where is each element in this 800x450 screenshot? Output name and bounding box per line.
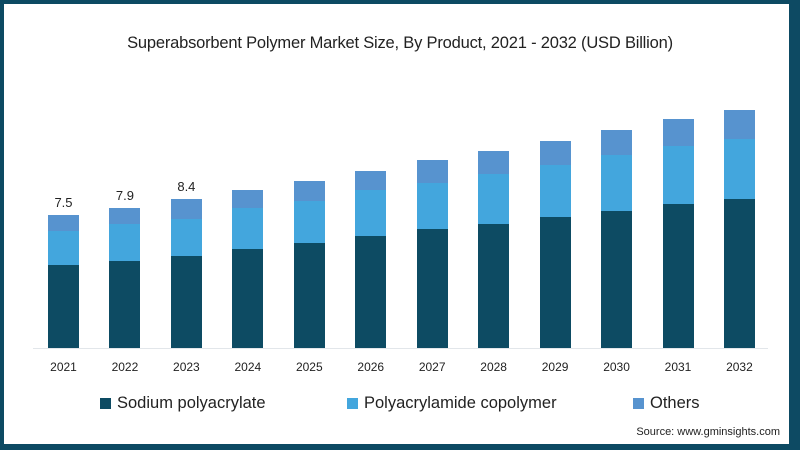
bar-2027 — [416, 160, 448, 348]
bar-segment-others — [478, 151, 510, 175]
bar-segment-polyacrylamide-copolymer — [232, 207, 264, 249]
bar-segment-sodium-polyacrylate — [170, 255, 202, 348]
legend: Sodium polyacrylate Polyacrylamide copol… — [0, 394, 800, 416]
bar-segment-others — [355, 170, 387, 191]
bar-segment-polyacrylamide-copolymer — [293, 200, 325, 244]
bar-segment-polyacrylamide-copolymer — [416, 183, 448, 230]
x-tick-label-2027: 2027 — [418, 360, 446, 374]
bar-2032 — [723, 110, 755, 348]
chart-title: Superabsorbent Polymer Market Size, By P… — [127, 34, 673, 52]
bar-segment-sodium-polyacrylate — [662, 204, 694, 348]
bar-2030 — [601, 129, 633, 348]
bar-segment-polyacrylamide-copolymer — [109, 223, 141, 262]
bar-segment-sodium-polyacrylate — [416, 229, 448, 348]
x-tick-label-2030: 2030 — [603, 360, 630, 374]
x-tick-label-2032: 2032 — [726, 360, 753, 374]
bar-2025 — [293, 181, 325, 348]
bar-2024 — [232, 190, 264, 348]
bar-segment-others — [539, 140, 571, 166]
legend-swatch-polyacrylamide-copolymer — [347, 398, 358, 409]
x-tick-label-2025: 2025 — [295, 360, 323, 374]
x-tick-label-2031: 2031 — [664, 360, 692, 374]
x-tick-label-2024: 2024 — [234, 360, 262, 374]
bar-segment-others — [109, 207, 141, 224]
bar-segment-polyacrylamide-copolymer — [601, 154, 633, 212]
bar-2028 — [478, 151, 510, 348]
bar-segment-others — [601, 129, 633, 155]
x-tick-label-2023: 2023 — [173, 360, 200, 374]
legend-swatch-others — [633, 398, 644, 409]
bar-segment-sodium-polyacrylate — [293, 243, 325, 348]
legend-swatch-sodium-polyacrylate — [100, 398, 111, 409]
bar-segment-polyacrylamide-copolymer — [539, 165, 571, 217]
x-tick-label-2022: 2022 — [111, 360, 139, 374]
bar-segment-others — [416, 160, 448, 184]
bar-segment-others — [48, 215, 79, 231]
bar-segment-others — [232, 190, 264, 208]
bar-segment-others — [293, 181, 325, 201]
x-tick-label-2021: 2021 — [50, 360, 77, 374]
bar-segment-polyacrylamide-copolymer — [662, 145, 694, 205]
bar-segment-polyacrylamide-copolymer — [170, 218, 202, 256]
legend-item-others: Others — [633, 394, 700, 413]
x-tick-label-2029: 2029 — [541, 360, 569, 374]
bar-2026 — [355, 170, 387, 348]
bar-segment-polyacrylamide-copolymer — [355, 190, 387, 237]
bar-segment-polyacrylamide-copolymer — [723, 138, 755, 200]
total-label-2022: 7.9 — [115, 187, 134, 203]
bar-2029 — [539, 140, 571, 348]
bar-segment-sodium-polyacrylate — [539, 216, 571, 348]
bar-2031 — [662, 119, 694, 348]
source-note: Source: www.gminsights.com — [636, 426, 780, 438]
legend-item-sodium-polyacrylate: Sodium polyacrylate — [100, 394, 266, 413]
x-tick-label-2028: 2028 — [480, 360, 507, 374]
legend-label: Others — [650, 394, 700, 412]
total-label-2021: 7.5 — [54, 195, 73, 211]
bar-segment-others — [723, 110, 755, 139]
bar-segment-sodium-polyacrylate — [232, 248, 264, 348]
bar-segment-sodium-polyacrylate — [723, 199, 755, 348]
bar-segment-sodium-polyacrylate — [601, 211, 633, 348]
x-tick-label-2026: 2026 — [357, 360, 385, 374]
bar-segment-polyacrylamide-copolymer — [48, 230, 79, 265]
bar-2022 — [109, 207, 141, 348]
bar-segment-others — [662, 119, 694, 146]
bar-segment-polyacrylamide-copolymer — [478, 174, 510, 224]
bar-segment-sodium-polyacrylate — [48, 264, 79, 348]
total-label-2023: 8.4 — [177, 179, 196, 195]
bar-2023 — [170, 199, 202, 348]
legend-label: Polyacrylamide copolymer — [364, 394, 557, 412]
legend-item-polyacrylamide-copolymer: Polyacrylamide copolymer — [347, 394, 557, 413]
bar-2021 — [48, 215, 79, 348]
bar-segment-sodium-polyacrylate — [109, 261, 141, 348]
x-axis-line — [33, 348, 768, 349]
bar-segment-sodium-polyacrylate — [355, 236, 387, 348]
bar-segment-others — [170, 199, 202, 219]
legend-label: Sodium polyacrylate — [117, 394, 266, 412]
bar-segment-sodium-polyacrylate — [478, 223, 510, 348]
